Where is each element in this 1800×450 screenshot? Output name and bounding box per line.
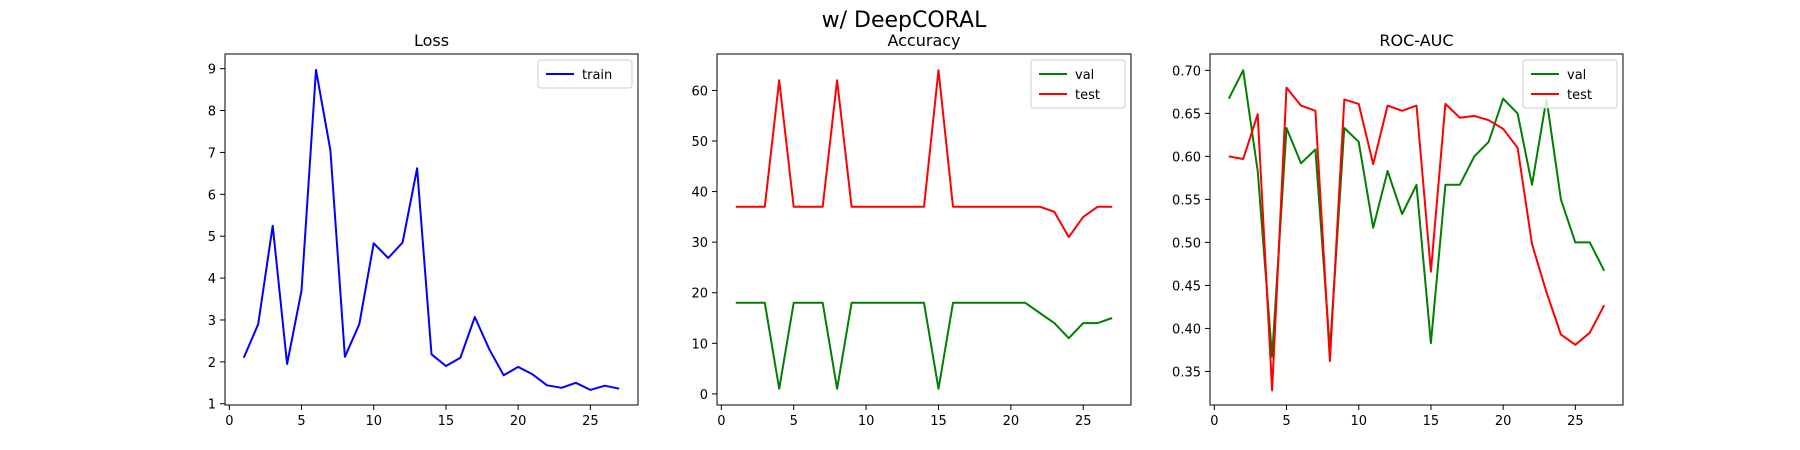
legend-frame <box>1030 59 1126 109</box>
series-line-train <box>242 68 620 391</box>
x-tick-label: 25 <box>582 414 599 429</box>
series-line-val <box>1227 69 1606 358</box>
legend-frame <box>1522 59 1618 109</box>
x-tick-label: 10 <box>1350 414 1367 429</box>
y-tick-label: 30 <box>691 236 708 251</box>
x-tick-label: 15 <box>438 414 455 429</box>
y-tick-label: 0.65 <box>1172 107 1201 122</box>
series-line-test <box>735 69 1113 239</box>
y-tick-label: 0.45 <box>1172 279 1201 294</box>
series-line-test <box>1228 86 1606 392</box>
series-line-val <box>735 301 1113 390</box>
y-tick-label: 1 <box>208 398 216 413</box>
x-tick-label: 0 <box>717 414 725 429</box>
chart-title: Loss <box>414 31 449 50</box>
x-tick-label: 10 <box>365 414 382 429</box>
y-tick-label: 10 <box>691 337 708 352</box>
x-tick-label: 5 <box>1282 414 1290 429</box>
x-tick-label: 5 <box>297 414 305 429</box>
legend-label: val <box>1567 68 1586 83</box>
x-tick-label: 5 <box>790 414 798 429</box>
y-tick-label: 0.35 <box>1172 365 1201 380</box>
chart-panel-1: Loss 0 5 10 15 20 25 1 2 3 4 5 6 7 8 9 train <box>208 31 639 429</box>
y-tick-label: 20 <box>691 287 708 302</box>
y-tick-label: 9 <box>208 63 216 78</box>
chart-panel-2: Accuracy 0 5 10 15 20 25 0 10 20 30 40 50 60 val test <box>691 31 1132 429</box>
y-tick-label: 50 <box>691 135 708 150</box>
y-tick-label: 60 <box>691 84 708 99</box>
legend-label: test <box>1075 88 1100 103</box>
plot-frame <box>1209 53 1624 406</box>
x-tick-label: 0 <box>1210 414 1218 429</box>
y-tick-label: 0.70 <box>1172 64 1201 79</box>
y-tick-label: 4 <box>208 272 216 287</box>
x-tick-label: 20 <box>1003 414 1020 429</box>
legend: val test <box>1522 59 1618 109</box>
legend-frame <box>537 59 633 89</box>
y-tick-label: 0.55 <box>1172 193 1201 208</box>
y-tick-label: 0 <box>700 388 708 403</box>
x-tick-label: 0 <box>225 414 233 429</box>
x-tick-label: 20 <box>1495 414 1512 429</box>
y-tick-label: 5 <box>208 230 216 245</box>
legend: train <box>537 59 633 89</box>
x-tick-label: 15 <box>930 414 947 429</box>
chart-title: ROC-AUC <box>1379 31 1453 50</box>
y-tick-label: 8 <box>208 105 216 120</box>
legend-label: test <box>1567 88 1592 103</box>
plot-frame <box>716 53 1132 406</box>
y-tick-label: 0.40 <box>1172 322 1201 337</box>
x-tick-label: 20 <box>510 414 527 429</box>
chart-panel-3: ROC-AUC 0 5 10 15 20 25 0.35 0.40 0.45 0.50 0.55 0.6… <box>1172 31 1624 429</box>
legend-label: val <box>1075 68 1094 83</box>
legend-label: train <box>582 68 612 83</box>
x-tick-label: 10 <box>858 414 875 429</box>
y-tick-label: 3 <box>208 314 216 329</box>
y-tick-label: 0.60 <box>1172 150 1201 165</box>
chart-title: Accuracy <box>887 31 960 50</box>
plot-frame <box>224 53 639 406</box>
x-tick-label: 25 <box>1075 414 1092 429</box>
x-tick-label: 15 <box>1423 414 1440 429</box>
y-tick-label: 40 <box>691 186 708 201</box>
legend: val test <box>1030 59 1126 109</box>
y-tick-label: 6 <box>208 188 216 203</box>
y-tick-label: 7 <box>208 146 216 161</box>
y-tick-label: 2 <box>208 356 216 371</box>
figure-suptitle: w/ DeepCORAL <box>822 8 987 33</box>
x-tick-label: 25 <box>1567 414 1584 429</box>
y-tick-label: 0.50 <box>1172 236 1201 251</box>
